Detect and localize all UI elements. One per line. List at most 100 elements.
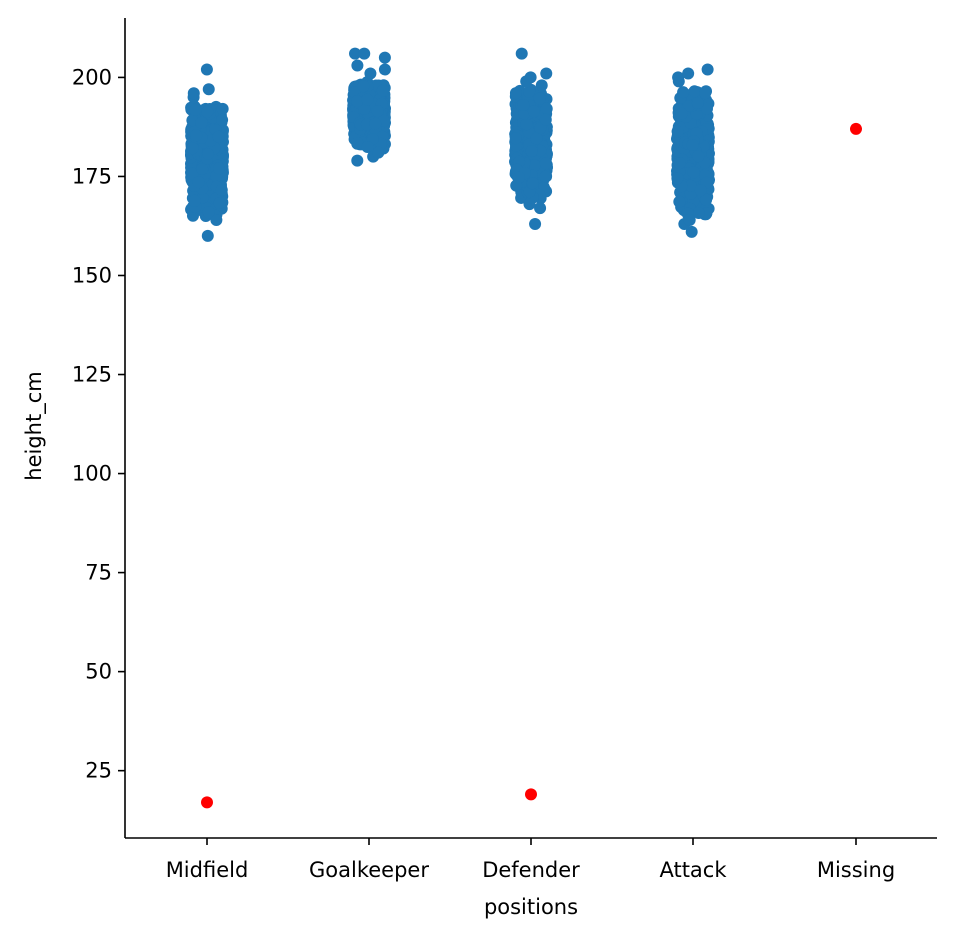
data-point xyxy=(684,179,697,192)
data-point xyxy=(216,113,229,126)
data-point xyxy=(201,105,214,118)
data-point xyxy=(357,80,370,93)
data-point xyxy=(694,184,707,197)
data-point xyxy=(358,103,371,116)
data-point xyxy=(528,159,541,172)
y-tick-label: 175 xyxy=(72,164,112,188)
data-point xyxy=(539,157,552,170)
data-point xyxy=(361,93,374,106)
data-point xyxy=(673,195,686,208)
data-point xyxy=(372,146,385,159)
data-point xyxy=(540,102,553,115)
data-point xyxy=(196,162,209,175)
data-point xyxy=(378,63,391,76)
data-point xyxy=(186,167,199,180)
x-tick-label: Missing xyxy=(817,858,895,882)
data-point xyxy=(200,63,213,76)
data-point xyxy=(700,193,713,206)
data-point xyxy=(526,177,539,190)
data-point xyxy=(213,196,226,209)
data-point xyxy=(700,102,713,115)
data-point xyxy=(533,92,546,105)
data-point xyxy=(202,147,215,160)
y-axis-label: height_cm xyxy=(22,371,47,480)
x-axis-label: positions xyxy=(484,895,578,919)
data-point xyxy=(361,141,374,154)
data-point xyxy=(351,59,364,72)
data-point xyxy=(540,67,553,80)
data-point xyxy=(202,83,215,96)
data-point xyxy=(683,214,696,227)
data-point xyxy=(539,170,552,183)
data-point xyxy=(520,118,533,131)
data-point xyxy=(212,130,225,143)
data-point xyxy=(677,86,690,99)
data-point xyxy=(369,117,382,130)
x-tick-label: Goalkeeper xyxy=(309,858,429,882)
data-point xyxy=(686,139,699,152)
x-ticks: Midfield Goalkeeper Defender Attack Missing xyxy=(166,838,895,882)
data-point xyxy=(212,162,225,175)
x-tick-label: Attack xyxy=(659,858,727,882)
data-point xyxy=(349,47,362,60)
data-point xyxy=(675,107,688,120)
data-point xyxy=(688,85,701,98)
data-point xyxy=(691,97,704,110)
data-point xyxy=(215,183,228,196)
data-point xyxy=(672,71,685,84)
x-tick-label: Midfield xyxy=(166,858,249,882)
data-point xyxy=(186,114,199,127)
data-point xyxy=(371,105,384,118)
data-point xyxy=(530,132,543,145)
y-tick-label: 150 xyxy=(72,263,112,287)
data-point xyxy=(535,79,548,92)
points-layer xyxy=(185,47,862,809)
data-point xyxy=(671,172,684,185)
data-point xyxy=(525,145,538,158)
data-point xyxy=(682,67,695,80)
highlight-point xyxy=(201,796,213,809)
data-point xyxy=(364,67,377,80)
data-point xyxy=(186,142,199,155)
y-tick-label: 50 xyxy=(85,660,112,684)
y-tick-label: 75 xyxy=(85,561,112,585)
data-point xyxy=(351,136,364,149)
y-ticks: 25 50 75 100 125 150 175 200 xyxy=(72,65,125,783)
data-point xyxy=(524,71,537,84)
data-point xyxy=(515,47,528,60)
data-point xyxy=(376,84,389,97)
data-point xyxy=(202,206,215,219)
data-point xyxy=(523,198,536,211)
data-point xyxy=(673,157,686,170)
data-point xyxy=(539,113,552,126)
highlight-point xyxy=(525,788,537,801)
x-tick-label: Defender xyxy=(482,858,580,882)
data-point xyxy=(216,102,229,115)
data-point xyxy=(187,87,200,100)
data-point xyxy=(701,63,714,76)
data-point xyxy=(523,85,536,98)
y-tick-label: 200 xyxy=(72,65,112,89)
data-point xyxy=(190,129,203,142)
data-point xyxy=(671,125,684,138)
data-point xyxy=(527,105,540,118)
data-point xyxy=(512,171,525,184)
data-point xyxy=(509,87,522,100)
data-point xyxy=(699,87,712,100)
data-point xyxy=(201,229,214,242)
data-point xyxy=(692,150,705,163)
data-point xyxy=(195,116,208,129)
data-point xyxy=(529,217,542,230)
data-point xyxy=(509,132,522,145)
data-point xyxy=(517,98,530,111)
data-point xyxy=(189,103,202,116)
data-point xyxy=(534,202,547,215)
data-point xyxy=(692,206,705,219)
data-point xyxy=(192,176,205,189)
y-tick-label: 25 xyxy=(85,759,112,783)
data-point xyxy=(685,225,698,238)
data-point xyxy=(687,166,700,179)
data-point xyxy=(351,154,364,167)
data-point xyxy=(358,47,371,60)
